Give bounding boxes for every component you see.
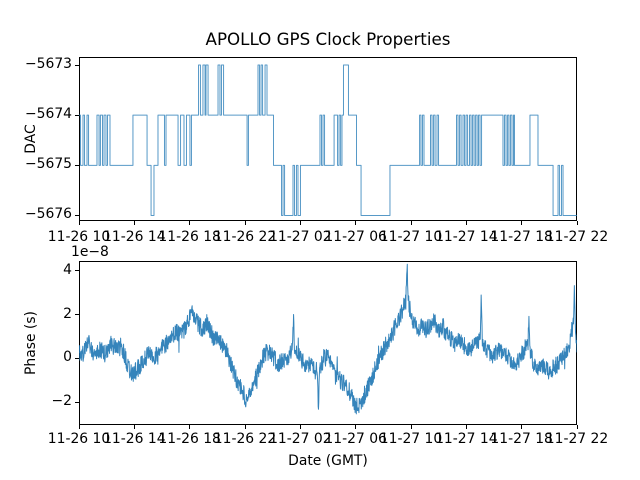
y-tick-label: 4 <box>63 261 72 278</box>
x-tick-mark <box>576 221 578 225</box>
x-tick-label: 11-26 10 <box>47 229 111 245</box>
y-tick-mark <box>75 114 79 116</box>
x-tick-label: 11-27 10 <box>379 229 443 245</box>
y-tick-label: −2 <box>51 393 72 410</box>
x-tick-label: 11-26 14 <box>103 431 166 447</box>
x-tick-mark <box>355 425 357 429</box>
y-tick-mark <box>75 314 79 316</box>
y-tick-mark <box>75 64 79 66</box>
dac-axis-label: DAC <box>23 124 39 154</box>
x-tick-mark <box>244 221 246 225</box>
x-tick-mark <box>576 425 578 429</box>
x-tick-mark <box>189 221 191 225</box>
x-tick-label: 11-26 18 <box>158 229 221 245</box>
x-tick-label: 11-26 10 <box>47 431 111 447</box>
x-tick-mark <box>244 425 246 429</box>
y-tick-mark <box>75 270 79 272</box>
x-tick-mark <box>521 425 523 429</box>
x-tick-mark <box>465 425 467 429</box>
x-tick-label: 11-27 18 <box>490 431 553 447</box>
x-tick-label: 11-27 02 <box>269 431 332 447</box>
dac-step-line <box>79 64 577 216</box>
y-tick-label: −5675 <box>25 156 72 173</box>
x-tick-label: 11-27 22 <box>545 431 609 447</box>
bottom-chart-svg <box>79 261 577 425</box>
y-tick-mark <box>75 401 79 403</box>
phase-noise-line <box>79 263 577 415</box>
top-axes-spines <box>79 57 577 221</box>
x-tick-mark <box>465 221 467 225</box>
x-tick-label: 11-26 22 <box>213 431 277 447</box>
x-tick-mark <box>299 221 301 225</box>
top-chart-svg <box>79 57 577 221</box>
y-tick-mark <box>75 357 79 359</box>
x-tick-mark <box>133 425 135 429</box>
x-tick-label: 11-26 18 <box>158 431 221 447</box>
x-tick-mark <box>78 425 80 429</box>
x-tick-label: 11-27 22 <box>545 229 609 245</box>
x-tick-label: 11-27 18 <box>490 229 553 245</box>
y-tick-mark <box>75 214 79 216</box>
phase-offset-exponent: 1e−8 <box>71 244 109 260</box>
x-tick-label: 11-27 06 <box>324 431 387 447</box>
x-tick-label: 11-27 10 <box>379 431 443 447</box>
x-tick-mark <box>133 221 135 225</box>
y-tick-label: −5674 <box>25 106 72 123</box>
y-tick-label: −5676 <box>25 206 72 223</box>
x-tick-label: 11-27 14 <box>435 431 498 447</box>
x-tick-mark <box>78 221 80 225</box>
x-tick-mark <box>521 221 523 225</box>
x-tick-label: 11-26 14 <box>103 229 166 245</box>
x-tick-label: 11-27 06 <box>324 229 387 245</box>
x-tick-label: 11-26 22 <box>213 229 277 245</box>
y-tick-label: 2 <box>63 305 72 322</box>
x-tick-mark <box>355 221 357 225</box>
x-tick-mark <box>410 425 412 429</box>
x-tick-label: 11-27 14 <box>435 229 498 245</box>
x-tick-mark <box>410 221 412 225</box>
x-tick-label: 11-27 02 <box>269 229 332 245</box>
bottom-axes-spines <box>79 261 577 425</box>
dac-plot-area <box>79 57 577 221</box>
y-tick-label: 0 <box>63 349 72 366</box>
page-title: APOLLO GPS Clock Properties <box>205 29 451 49</box>
date-axis-label: Date (GMT) <box>288 453 368 469</box>
y-tick-mark <box>75 164 79 166</box>
x-tick-mark <box>189 425 191 429</box>
phase-plot-area <box>79 261 577 425</box>
y-tick-label: −5673 <box>25 56 72 73</box>
x-tick-mark <box>299 425 301 429</box>
